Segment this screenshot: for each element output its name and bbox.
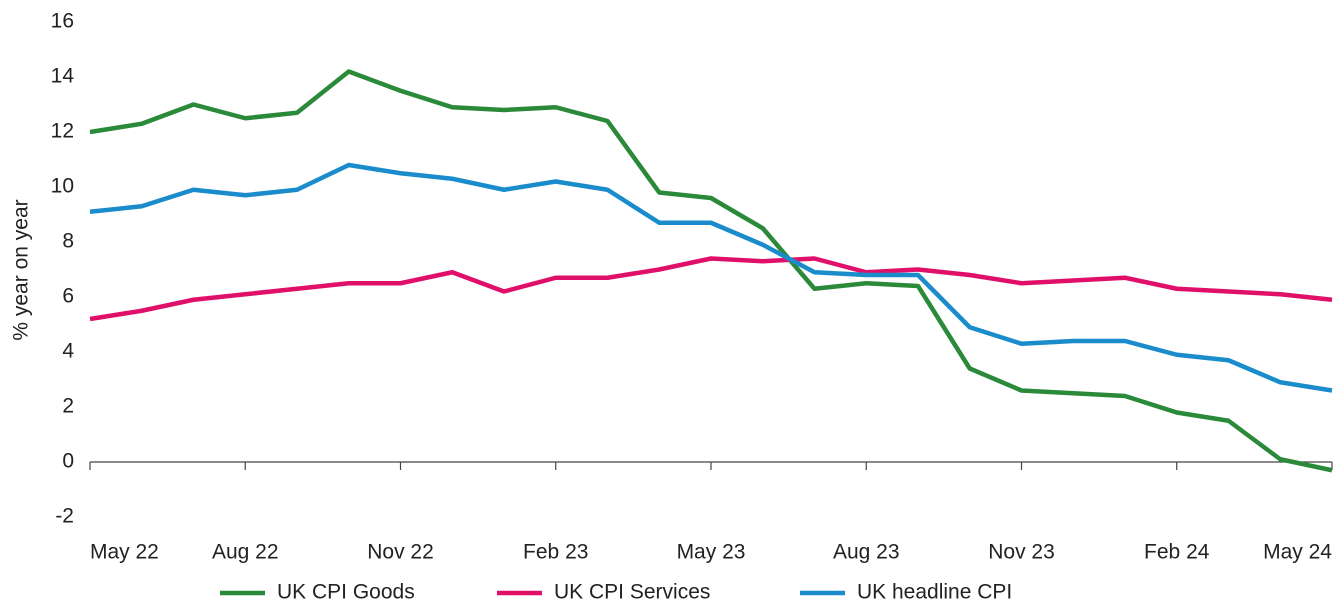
x-tick-label: Feb 24 xyxy=(1144,541,1210,564)
y-tick-label: 8 xyxy=(62,230,74,253)
legend-label: UK CPI Services xyxy=(554,581,710,604)
x-tick-label: Nov 23 xyxy=(988,541,1055,564)
y-tick-label: 14 xyxy=(51,65,75,88)
series-line xyxy=(89,256,1333,322)
y-tick-label: 0 xyxy=(62,450,74,473)
x-tick-label: May 22 xyxy=(90,541,159,564)
y-tick-label: 16 xyxy=(51,10,74,33)
y-tick-label: 6 xyxy=(62,285,74,308)
y-tick-label: 10 xyxy=(51,175,74,198)
x-tick-label: May 23 xyxy=(677,541,746,564)
series-line xyxy=(89,69,1333,473)
y-tick-label: -2 xyxy=(55,505,74,528)
y-tick-label: 12 xyxy=(51,120,74,143)
y-tick-label: 4 xyxy=(62,340,74,363)
x-tick-label: Aug 22 xyxy=(212,541,279,564)
legend-label: UK headline CPI xyxy=(857,581,1012,604)
legend-label: UK CPI Goods xyxy=(277,581,415,604)
x-tick-label: Aug 23 xyxy=(833,541,900,564)
x-tick-label: May 24 xyxy=(1263,541,1332,564)
y-tick-label: 2 xyxy=(62,395,74,418)
x-tick-label: Feb 23 xyxy=(523,541,588,564)
series-line xyxy=(89,162,1333,393)
y-axis-label: % year on year xyxy=(10,199,33,340)
x-tick-label: Nov 22 xyxy=(367,541,434,564)
